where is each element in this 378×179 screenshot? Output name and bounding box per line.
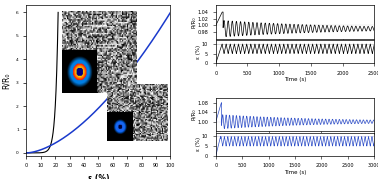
X-axis label: ε (%): ε (%) (88, 174, 109, 179)
X-axis label: Time (s): Time (s) (284, 170, 306, 175)
Y-axis label: ε (%): ε (%) (195, 137, 201, 151)
Y-axis label: ε (%): ε (%) (195, 45, 201, 59)
Y-axis label: R/R₀: R/R₀ (191, 109, 196, 120)
X-axis label: Time (s): Time (s) (284, 77, 306, 82)
Y-axis label: R/R₀: R/R₀ (191, 16, 196, 28)
Y-axis label: R/R₀: R/R₀ (2, 72, 10, 89)
